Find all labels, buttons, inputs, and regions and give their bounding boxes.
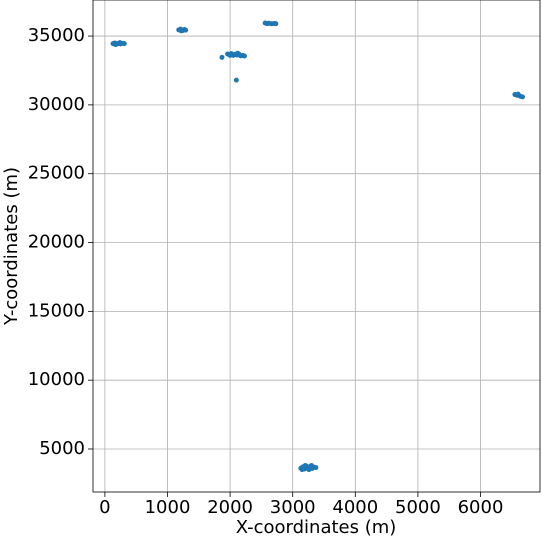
point [313, 465, 319, 471]
point [242, 53, 248, 59]
x-tick-label: 0 [99, 497, 110, 518]
point [308, 463, 314, 469]
point [306, 467, 312, 473]
y-tick-label: 5000 [39, 438, 85, 459]
point [299, 467, 305, 473]
x-tick-label: 2000 [207, 497, 253, 518]
point [117, 40, 123, 46]
y-tick-label: 30000 [28, 94, 85, 115]
point [121, 41, 127, 47]
x-tick-label: 5000 [395, 497, 441, 518]
point [233, 77, 239, 83]
plot-frame [92, 0, 541, 493]
point [273, 21, 279, 27]
point [183, 27, 189, 33]
x-tick-label: 6000 [458, 497, 504, 518]
point [178, 28, 184, 34]
y-tick-label: 25000 [28, 163, 85, 184]
x-tick-label: 3000 [270, 497, 316, 518]
point [227, 52, 233, 58]
x-axis-label: X-coordinates (m) [236, 517, 397, 538]
point [519, 94, 525, 100]
point [113, 42, 119, 48]
point [219, 54, 225, 60]
y-tick-label: 10000 [28, 369, 85, 390]
point [302, 463, 308, 469]
y-axis-label: Y-coordinates (m) [1, 167, 22, 326]
y-tick-label: 20000 [28, 232, 85, 253]
point [235, 50, 241, 56]
y-tick-label: 35000 [28, 25, 85, 46]
y-tick-label: 15000 [28, 300, 85, 321]
x-tick-label: 4000 [332, 497, 378, 518]
point [515, 91, 521, 97]
x-tick-label: 1000 [145, 497, 191, 518]
